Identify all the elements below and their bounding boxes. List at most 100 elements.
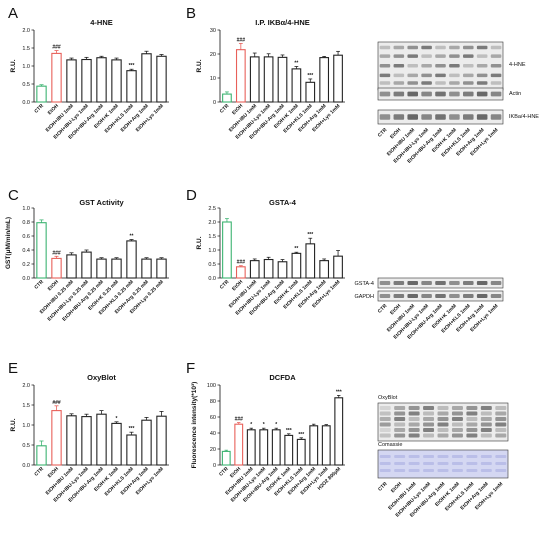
blot-band xyxy=(451,455,463,458)
y-tick-label: 0 xyxy=(213,463,216,469)
blot-band xyxy=(466,462,478,465)
blot-band xyxy=(393,81,405,85)
blot-band xyxy=(463,91,474,97)
blot-band xyxy=(476,54,488,58)
bar xyxy=(66,59,77,103)
blot-band xyxy=(423,411,435,416)
significance-label: ** xyxy=(294,246,298,252)
bar xyxy=(51,257,62,279)
blot-band xyxy=(480,462,492,465)
blot-band xyxy=(495,417,507,421)
blot-band xyxy=(423,462,435,465)
blot-band xyxy=(379,54,391,58)
y-axis-label: Fluorescence intensity(*10³) xyxy=(191,382,198,469)
bar xyxy=(333,54,343,103)
blot-band xyxy=(407,114,418,120)
bar xyxy=(222,93,232,103)
blot-band xyxy=(421,73,432,78)
chart-panel-a: A 4-HNE 0.0 0.5 1.0 1.5 2.0 R.U. CTR ### EtOH EtOH+… xyxy=(8,5,169,141)
category-label: EtOH+Lys 1mM xyxy=(135,466,165,496)
blot-band xyxy=(408,417,420,421)
blot-band xyxy=(490,45,502,50)
bar xyxy=(277,56,288,103)
blot-band xyxy=(463,281,474,285)
blot-band xyxy=(379,64,391,68)
significance-label: *** xyxy=(129,426,135,432)
blot-band xyxy=(495,462,507,465)
blot-band xyxy=(435,81,446,85)
bar xyxy=(51,410,62,466)
blot-band xyxy=(476,81,488,85)
blot-band xyxy=(393,45,405,50)
blot-band xyxy=(495,411,507,416)
blot-label: OxyBlot xyxy=(378,395,398,401)
blot-band xyxy=(476,114,488,120)
bar xyxy=(246,429,256,466)
blot-band xyxy=(466,469,478,472)
blot-band xyxy=(451,411,463,416)
blot-band xyxy=(463,45,474,50)
blot-band xyxy=(393,281,405,285)
y-tick-label: 0.0 xyxy=(22,463,30,469)
blot-band xyxy=(449,81,460,85)
bar xyxy=(96,258,107,279)
blot-band xyxy=(394,411,406,416)
blot-band xyxy=(480,411,492,416)
significance-label: *** xyxy=(336,389,342,395)
blot-band xyxy=(421,294,432,298)
blot-band xyxy=(466,406,478,410)
bar xyxy=(296,438,306,466)
bar xyxy=(66,415,77,466)
blot-band xyxy=(407,91,418,97)
blot-band xyxy=(466,411,478,416)
blot-band xyxy=(490,281,502,285)
blot-band xyxy=(476,294,488,298)
blot-band xyxy=(421,91,432,97)
significance-label: ### xyxy=(52,45,61,51)
chart-title: GST Activity xyxy=(79,198,124,207)
category-label: EtOH xyxy=(47,103,60,116)
blot-band xyxy=(423,417,435,421)
blot-band xyxy=(407,281,418,285)
bar xyxy=(141,258,152,279)
blot-band xyxy=(421,45,432,50)
significance-label: ** xyxy=(130,234,134,240)
blot-band xyxy=(421,54,432,58)
blot-band xyxy=(423,455,435,458)
bar xyxy=(334,397,344,466)
blot-band xyxy=(451,417,463,421)
bar xyxy=(284,434,294,466)
blot-band xyxy=(379,81,391,85)
y-tick-label: 0.5 xyxy=(22,82,30,88)
blot-label: GAPDH xyxy=(354,294,374,300)
bar xyxy=(111,422,122,466)
bar xyxy=(126,70,137,103)
blot-band xyxy=(451,462,463,465)
significance-label: *** xyxy=(307,73,313,79)
y-tick-label: 1.5 xyxy=(22,403,30,409)
significance-label: * xyxy=(250,422,252,428)
blot-band xyxy=(408,422,420,427)
blot-band xyxy=(480,433,492,438)
blot-band xyxy=(435,54,446,58)
blot-band xyxy=(423,469,435,472)
y-axis-label: GST(μM/min/mL) xyxy=(5,217,12,269)
y-tick-label: 1.5 xyxy=(22,46,30,52)
blot-band xyxy=(480,469,492,472)
panel-letter: A xyxy=(8,5,18,22)
blot-band xyxy=(423,433,435,438)
bar xyxy=(321,425,331,466)
blot-band xyxy=(393,114,405,120)
blot-band xyxy=(408,428,420,432)
bar xyxy=(235,266,246,279)
blot-band xyxy=(451,433,463,438)
blot-band xyxy=(379,114,391,120)
category-label: EtOH xyxy=(47,466,60,479)
blot-band xyxy=(437,462,449,465)
bar xyxy=(36,445,47,466)
significance-label: *** xyxy=(286,428,292,434)
bar xyxy=(263,258,274,279)
blot-band xyxy=(393,64,405,68)
